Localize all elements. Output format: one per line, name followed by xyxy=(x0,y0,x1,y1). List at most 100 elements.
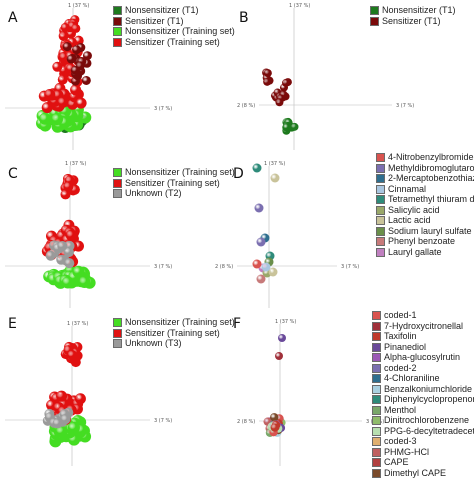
legend-label: CAPE xyxy=(384,457,409,467)
sensitizer-training-point xyxy=(60,189,71,200)
sensitizer-t1-point xyxy=(62,42,72,52)
panel-a: A 1 (37 %) 3 (7 %) Nonsensitizer (T1) Sens… xyxy=(0,0,237,158)
legend-label: Lauryl gallate xyxy=(388,246,442,257)
unknown-t2-point xyxy=(64,258,75,269)
legend-label: PHMG-HCl xyxy=(384,446,429,457)
legend-label: Sensitizer (T1) xyxy=(125,15,184,26)
legend-swatch xyxy=(376,216,385,225)
sensitizer-t1-point xyxy=(263,77,272,86)
legend-swatch xyxy=(113,178,122,188)
axis-label-right: 3 (7 %) xyxy=(154,106,172,112)
compound-point xyxy=(270,173,280,183)
nonsensitizer-t1-point xyxy=(290,122,299,131)
sensitizer-t1-point xyxy=(263,69,272,78)
legend-label: Sensitizer (Training set) xyxy=(125,177,220,188)
compound-point xyxy=(254,203,264,213)
sensitizer-training-point xyxy=(63,181,74,192)
sensitizer-training-point xyxy=(57,96,69,108)
compound-point xyxy=(270,423,279,432)
legend-swatch xyxy=(372,321,381,331)
legend-swatch xyxy=(113,318,122,327)
legend-label: Lactic acid xyxy=(388,215,431,225)
legend-label: Nonsensitizer (Training set) xyxy=(125,317,235,327)
legend-label: Nonsensitizer (Training set) xyxy=(125,26,235,36)
legend-label: Unknown (T3) xyxy=(125,338,182,348)
legend-swatch xyxy=(372,374,381,383)
axis-label-top: 1 (37 %) xyxy=(289,3,310,9)
legend-swatch xyxy=(376,237,385,246)
legend-label: Nonsensitizer (T1) xyxy=(382,5,456,15)
legend-swatch xyxy=(372,311,381,320)
compound-point xyxy=(278,334,286,342)
legend-label: Taxifolin xyxy=(384,331,417,341)
legend-swatch xyxy=(372,395,381,404)
legend-swatch xyxy=(376,195,385,204)
nonsensitizer-training-point xyxy=(51,113,64,126)
scatter-plot: 1 (37 %) 3 (7 %) 2 (8 %) xyxy=(237,3,414,150)
legend-swatch xyxy=(376,153,385,162)
axis-label-top: 1 (37 %) xyxy=(65,161,86,167)
nonsensitizer-training-point xyxy=(67,421,80,434)
panel-label: A xyxy=(8,10,18,26)
panel-label: F xyxy=(233,316,242,332)
legend-swatch xyxy=(376,174,385,183)
axis-label-right: 3 (7 %) xyxy=(154,264,172,270)
panel-label: E xyxy=(8,316,17,332)
sensitizer-training-point xyxy=(75,97,87,109)
unknown-t2-point xyxy=(56,254,67,265)
legend-swatch xyxy=(372,447,381,457)
legend-label: Nonsensitizer (T1) xyxy=(125,5,199,15)
legend-label: coded-1 xyxy=(384,310,417,320)
scatter-plot: 1 (37 %) 3 (7 %) xyxy=(5,321,172,466)
compound-point xyxy=(270,413,279,422)
panel-b: B 1 (37 %) 3 (7 %) 2 (8 %) Nonsensitizer (… xyxy=(237,0,474,158)
legend-label: Nonsensitizer (Training set) xyxy=(125,167,235,177)
sensitizer-training-point xyxy=(60,22,70,32)
legend-label: Benzalkoniumchloride xyxy=(384,383,473,394)
legend-swatch xyxy=(113,6,122,15)
axis-label-top: 1 (37 %) xyxy=(275,319,296,325)
legend-swatch xyxy=(372,353,381,362)
compound-point xyxy=(252,163,262,173)
legend-swatch xyxy=(113,189,122,198)
legend-label: 2-Mercaptobenzothiazc xyxy=(388,173,474,183)
panel-label: B xyxy=(239,10,249,26)
unknown-t2-point xyxy=(63,246,74,257)
legend-swatch xyxy=(372,416,381,425)
sensitizer-training-point xyxy=(56,390,68,402)
sensitizer-training-point xyxy=(44,88,56,100)
legend-label: coded-3 xyxy=(384,436,417,446)
nonsensitizer-training-point xyxy=(39,112,52,125)
legend-swatch xyxy=(372,405,381,415)
axis-label-left: 2 (8 %) xyxy=(237,103,255,109)
sensitizer-training-point xyxy=(70,84,82,96)
sensitizer-training-point xyxy=(65,229,77,241)
panel-d: D 1 (37 %) 3 (7 %) 2 (8 %) 4-Nitrobenzylbr… xyxy=(215,152,474,316)
legend-label: Unknown (T2) xyxy=(125,188,182,198)
legend-label: Sodium lauryl sulfate xyxy=(388,225,472,236)
legend-label: Dimethyl CAPE xyxy=(384,467,447,478)
legend-label: Sensitizer (T1) xyxy=(382,15,441,26)
legend-label: Phenyl benzoate xyxy=(388,236,456,246)
panel-label: C xyxy=(8,166,18,182)
nonsensitizer-training-point xyxy=(55,425,68,438)
legend-swatch xyxy=(113,27,122,36)
compound-point xyxy=(256,237,266,247)
legend-label: Salicylic acid xyxy=(388,204,440,215)
sensitizer-training-point xyxy=(74,393,86,405)
legend-label: Pinanediol xyxy=(384,341,427,352)
axis-label-right: 3 (7 %) xyxy=(341,264,359,270)
sensitizer-training-point xyxy=(57,74,68,85)
legend-swatch xyxy=(376,247,385,257)
compound-point xyxy=(252,259,262,269)
panel-c: C 1 (37 %) 3 (7 %) Nonsensitizer (Trainin… xyxy=(0,158,237,316)
sensitizer-t1-point xyxy=(81,75,91,85)
legend-swatch xyxy=(376,226,385,236)
legend-swatch xyxy=(113,168,122,177)
unknown-t2-point xyxy=(45,250,56,261)
legend-label: Cinnamal xyxy=(388,183,427,194)
compound-point xyxy=(268,267,278,277)
nonsensitizer-training-point xyxy=(72,265,85,278)
legend-swatch xyxy=(113,339,122,348)
scatter-plot: 1 (37 %) 3 (7 %) xyxy=(5,3,172,150)
